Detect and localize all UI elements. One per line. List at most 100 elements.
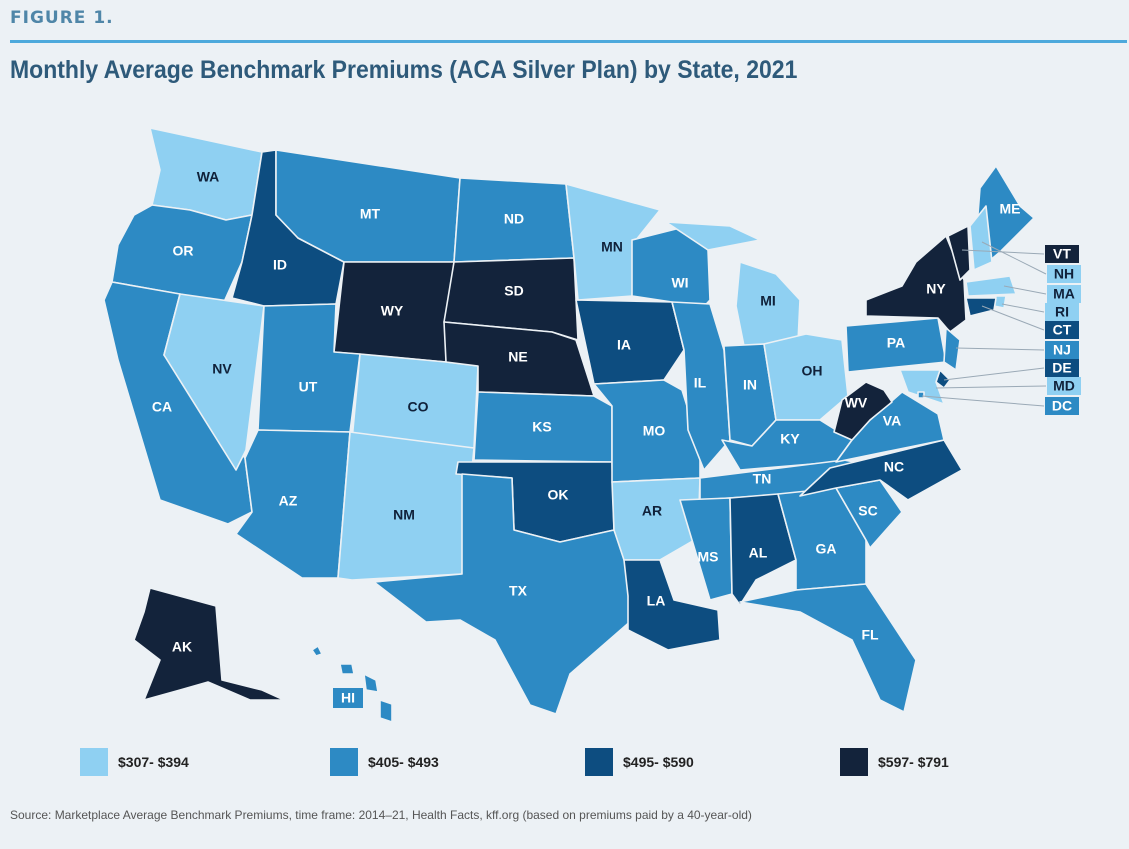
state-label-ak: AK [172, 639, 192, 655]
state-label-ma: MA [1053, 286, 1075, 302]
legend-item-tier-1: $307- $394 [80, 748, 189, 776]
legend-swatch-tier-3 [585, 748, 613, 776]
state-label-id: ID [273, 257, 287, 273]
state-label-ms: MS [698, 549, 719, 565]
state-label-ut: UT [299, 379, 318, 395]
legend-label-tier-1: $307- $394 [118, 754, 189, 770]
state-label-mi: MI [760, 293, 776, 309]
state-label-co: CO [408, 399, 429, 415]
state-label-ky: KY [780, 431, 800, 447]
state-label-mo: MO [643, 423, 666, 439]
state-label-ga: GA [816, 541, 837, 557]
state-nv [163, 293, 265, 471]
state-label-il: IL [694, 375, 707, 391]
label-box-ct [1045, 321, 1079, 339]
state-ia [575, 299, 685, 385]
state-label-nv: NV [212, 361, 232, 377]
leader-line-ri [1001, 303, 1045, 313]
legend-label-tier-3: $495- $590 [623, 754, 694, 770]
state-label-ct: CT [1053, 322, 1072, 338]
leader-line-ma [1003, 285, 1047, 295]
state-label-la: LA [647, 593, 666, 609]
state-label-dc: DC [1052, 398, 1072, 414]
legend-swatch-tier-4 [840, 748, 868, 776]
figure-label: FIGURE 1. [10, 8, 114, 28]
state-label-de: DE [1052, 360, 1071, 376]
state-label-wi: WI [671, 275, 688, 291]
leader-line-md [935, 385, 1047, 389]
state-label-wv: WV [845, 395, 868, 411]
state-label-ny: NY [926, 281, 946, 297]
leader-line-dc [921, 395, 1045, 407]
state-label-wy: WY [381, 303, 404, 319]
state-la [623, 559, 721, 651]
state-nj [943, 327, 961, 371]
state-label-nh: NH [1054, 266, 1074, 282]
state-label-tn: TN [753, 471, 772, 487]
state-label-al: AL [749, 545, 768, 561]
state-label-wa: WA [197, 169, 220, 185]
state-label-nc: NC [884, 459, 904, 475]
label-box-ri [1045, 303, 1079, 321]
label-box-md [1047, 377, 1081, 395]
state-label-nj: NJ [1053, 342, 1071, 358]
legend-swatch-tier-1 [80, 748, 108, 776]
state-label-vt: VT [1053, 246, 1071, 262]
state-label-tx: TX [509, 583, 528, 599]
leader-line-ct [981, 305, 1045, 331]
state-hi [311, 645, 393, 723]
state-label-fl: FL [861, 627, 879, 643]
state-label-az: AZ [279, 493, 298, 509]
state-mo [593, 379, 701, 483]
state-label-ca: CA [152, 399, 172, 415]
state-tx [373, 473, 633, 715]
state-label-ar: AR [642, 503, 662, 519]
state-label-ks: KS [532, 419, 551, 435]
state-or [111, 204, 253, 303]
state-me [975, 165, 1035, 263]
label-box-nj [1045, 341, 1079, 359]
state-label-sc: SC [858, 503, 877, 519]
state-vt [947, 225, 971, 281]
label-box-hi [333, 688, 363, 708]
state-label-in: IN [743, 377, 757, 393]
state-label-va: VA [883, 413, 901, 429]
state-label-oh: OH [802, 363, 823, 379]
state-ms [679, 497, 733, 601]
source-note: Source: Marketplace Average Benchmark Pr… [10, 808, 752, 822]
legend-label-tier-2: $405- $493 [368, 754, 439, 770]
state-co [351, 353, 479, 449]
state-ak [133, 587, 285, 701]
state-label-ok: OK [548, 487, 569, 503]
state-ma [965, 275, 1017, 297]
label-box-ma [1047, 285, 1081, 303]
state-label-sd: SD [504, 283, 523, 299]
label-box-nh [1047, 265, 1081, 283]
state-il [671, 301, 731, 471]
label-box-de [1045, 359, 1079, 377]
state-label-nd: ND [504, 211, 524, 227]
legend-label-tier-4: $597- $791 [878, 754, 949, 770]
legend-item-tier-4: $597- $791 [840, 748, 949, 776]
state-wv [833, 381, 893, 441]
legend-item-tier-2: $405- $493 [330, 748, 439, 776]
leader-line-nj [955, 347, 1045, 351]
state-label-me: ME [1000, 201, 1021, 217]
state-label-ia: IA [617, 337, 631, 353]
state-label-nm: NM [393, 507, 415, 523]
leader-line-de [943, 367, 1045, 381]
state-label-mt: MT [360, 206, 381, 222]
state-md [899, 369, 945, 405]
state-fl [739, 583, 917, 713]
leader-line-nh [981, 241, 1047, 275]
legend-swatch-tier-2 [330, 748, 358, 776]
state-label-ri: RI [1055, 304, 1069, 320]
page-title: Monthly Average Benchmark Premiums (ACA … [10, 56, 798, 84]
state-label-ne: NE [508, 349, 527, 365]
label-box-vt [1045, 245, 1079, 263]
state-ny [865, 235, 967, 333]
legend-item-tier-3: $495- $590 [585, 748, 694, 776]
state-label-md: MD [1053, 378, 1075, 394]
state-nh [969, 205, 993, 271]
